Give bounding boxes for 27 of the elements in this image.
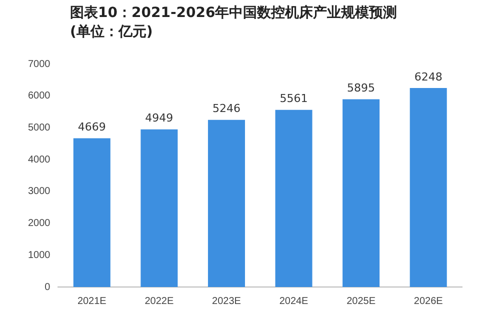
bar: [208, 120, 245, 287]
x-tick-label: 2021E: [77, 296, 107, 307]
data-label: 4949: [145, 112, 174, 125]
x-tick-label: 2024E: [279, 296, 309, 307]
y-tick-label: 5000: [28, 122, 51, 134]
bar: [275, 110, 312, 287]
bar: [410, 88, 447, 287]
data-label: 5561: [280, 92, 308, 106]
y-tick-label: 3000: [28, 186, 51, 198]
y-tick-label: 2000: [28, 218, 51, 230]
data-label: 4669: [78, 120, 106, 134]
y-tick-label: 1000: [28, 250, 51, 261]
data-label: 5246: [212, 102, 240, 116]
x-tick-label: 2022E: [144, 296, 174, 307]
x-tick-label: 2026E: [414, 296, 444, 307]
bar: [140, 129, 178, 287]
bar: [342, 99, 380, 287]
y-tick-label: 7000: [28, 58, 51, 70]
data-label: 6248: [414, 70, 442, 84]
y-tick-label: 6000: [28, 90, 51, 102]
y-tick-label: 0: [44, 282, 51, 293]
x-tick-label: 2025E: [346, 296, 376, 307]
y-tick-label: 4000: [28, 154, 51, 166]
bar: [73, 138, 110, 287]
data-label: 5895: [347, 82, 376, 95]
chart-title: 图表10：2021-2026年中国数控机床产业规模预测(单位：亿元): [70, 4, 398, 42]
x-tick-label: 2023E: [212, 296, 242, 307]
